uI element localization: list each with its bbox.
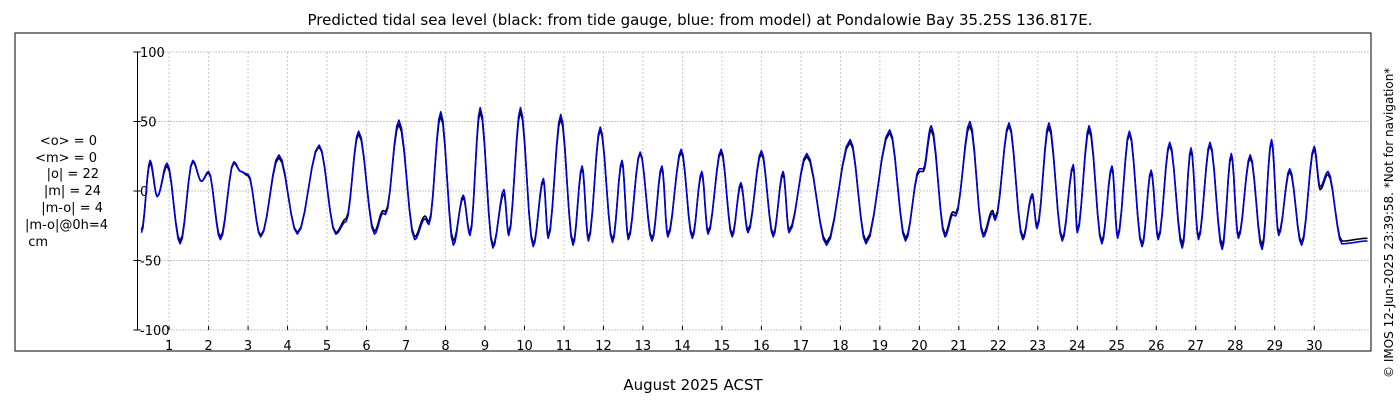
x-tick-label: 21 xyxy=(951,339,968,354)
x-tick-label: 5 xyxy=(323,339,331,354)
stat-mean-observed: <o> = 0 xyxy=(40,134,97,149)
series-line-model xyxy=(140,106,1368,251)
x-tick-label: 24 xyxy=(1069,339,1086,354)
x-tick-label: 14 xyxy=(674,339,691,354)
y-tick-label: -50 xyxy=(140,255,161,270)
horizontal-gridlines xyxy=(133,51,1370,331)
x-tick-label: 30 xyxy=(1306,339,1323,354)
x-tick-label: 19 xyxy=(872,339,889,354)
stat-abs-observed: |o| = 22 xyxy=(47,167,99,182)
plot-frame xyxy=(14,32,1372,352)
x-tick-label: 28 xyxy=(1227,339,1244,354)
series-group xyxy=(140,106,1368,251)
x-tick-label: 27 xyxy=(1187,339,1204,354)
x-tick-label: 10 xyxy=(516,339,533,354)
y-tick-label: -100 xyxy=(140,324,170,339)
x-tick-label: 12 xyxy=(595,339,612,354)
stats-panel: <o> = 0 <m> = 0 |o| = 22 |m| = 24 |m-o| … xyxy=(25,134,108,250)
x-tick-label: 13 xyxy=(635,339,652,354)
stat-abs-diff: |m-o| = 4 xyxy=(41,201,103,216)
x-tick-label: 26 xyxy=(1148,339,1165,354)
x-tick-label: 15 xyxy=(714,339,731,354)
stat-units: cm xyxy=(28,235,48,250)
x-tick-label: 4 xyxy=(283,339,291,354)
x-tick-label: 6 xyxy=(362,339,370,354)
x-tick-label: 20 xyxy=(911,339,928,354)
x-tick-label: 7 xyxy=(402,339,410,354)
x-tick-label: 17 xyxy=(793,339,810,354)
x-tick-label: 23 xyxy=(1030,339,1047,354)
y-tick-label: 50 xyxy=(140,116,157,131)
y-axis: 100 50 0 -50 -100 xyxy=(140,46,170,339)
y-tick-label: 100 xyxy=(140,46,165,61)
x-tick-label: 1 xyxy=(165,339,173,354)
stat-abs-diff-0h: |m-o|@0h=4 xyxy=(25,218,108,233)
x-tick-label: 2 xyxy=(204,339,212,354)
x-tick-label: 25 xyxy=(1109,339,1126,354)
stat-abs-model: |m| = 24 xyxy=(44,184,101,199)
x-tick-label: 29 xyxy=(1266,339,1283,354)
x-axis-label: August 2025 ACST xyxy=(623,376,763,394)
x-tick-label: 3 xyxy=(244,339,252,354)
y-tick-label: 0 xyxy=(140,185,148,200)
chart-title: Predicted tidal sea level (black: from t… xyxy=(308,11,1093,29)
x-tick-label: 16 xyxy=(753,339,770,354)
stat-mean-model: <m> = 0 xyxy=(35,151,97,166)
x-tick-label: 11 xyxy=(556,339,573,354)
x-tick-label: 9 xyxy=(481,339,489,354)
copyright-note: © IMOS 12-Jun-2025 23:39:58. *Not for na… xyxy=(1382,68,1396,378)
x-tick-label: 8 xyxy=(441,339,449,354)
x-axis: 1 2 3 4 5 6 7 8 9 10 11 12 13 14 15 16 17 18 19 20 21 22 23 24 2… xyxy=(165,326,1323,354)
x-tick-label: 22 xyxy=(990,339,1007,354)
x-tick-label: 18 xyxy=(832,339,849,354)
